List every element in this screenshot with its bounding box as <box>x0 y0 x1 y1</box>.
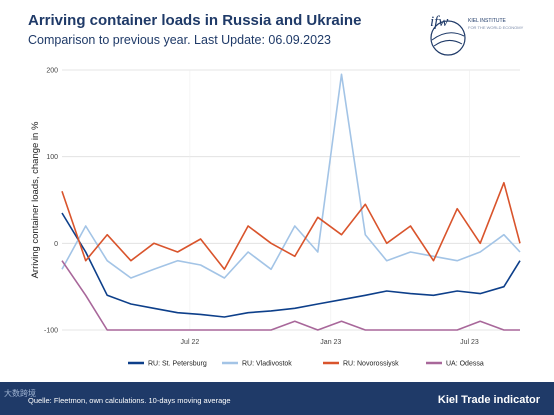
x-tick-label: Jul 23 <box>460 339 479 346</box>
series-line-st_petersburg <box>61 212 521 318</box>
legend-label: UA: Odessa <box>446 361 484 368</box>
grid-lines <box>62 69 520 331</box>
y-tick-label: 200 <box>46 68 58 75</box>
series-line-vladivostok <box>61 73 521 279</box>
logo-line2: FOR THE WORLD ECONOMY <box>468 25 524 30</box>
x-tick-label: Jul 22 <box>181 339 200 346</box>
y-tick-label: 0 <box>54 241 58 248</box>
ifw-logo: ifw KIEL INSTITUTE FOR THE WORLD ECONOMY <box>430 14 524 56</box>
chart-subtitle: Comparison to previous year. Last Update… <box>28 33 331 47</box>
series-line-odessa <box>61 260 520 331</box>
legend-label: RU: Vladivostok <box>242 361 292 368</box>
y-tick-label: -100 <box>44 328 58 335</box>
watermark: 大数跨境 <box>4 389 36 398</box>
footer-bar <box>0 382 554 415</box>
line-chart: -100 0 100 200 Jul 22 Jan 23 Jul 23 Arriving … <box>30 68 521 368</box>
series-line-novorossiysk <box>61 181 521 271</box>
y-axis-ticks: -100 0 100 200 <box>44 68 58 335</box>
legend-label: RU: St. Petersburg <box>148 361 207 368</box>
x-tick-label: Jan 23 <box>320 339 341 346</box>
logo-mark: ifw <box>430 14 448 30</box>
series-lines <box>61 73 521 331</box>
chart-title: Arriving container loads in Russia and U… <box>28 12 362 29</box>
logo-line1: KIEL INSTITUTE <box>468 18 507 24</box>
y-axis-label: Arriving container loads, change in % <box>30 121 41 278</box>
legend-label: RU: Novorossiysk <box>343 361 399 368</box>
y-tick-label: 100 <box>46 154 58 161</box>
legend: RU: St. Petersburg RU: Vladivostok RU: Nov… <box>128 361 484 368</box>
x-axis-ticks: Jul 22 Jan 23 Jul 23 <box>181 339 479 346</box>
brand-label: Kiel Trade indicator <box>437 394 540 406</box>
source-note: Quelle: Fleetmon, own calculations. 10-d… <box>28 396 231 405</box>
